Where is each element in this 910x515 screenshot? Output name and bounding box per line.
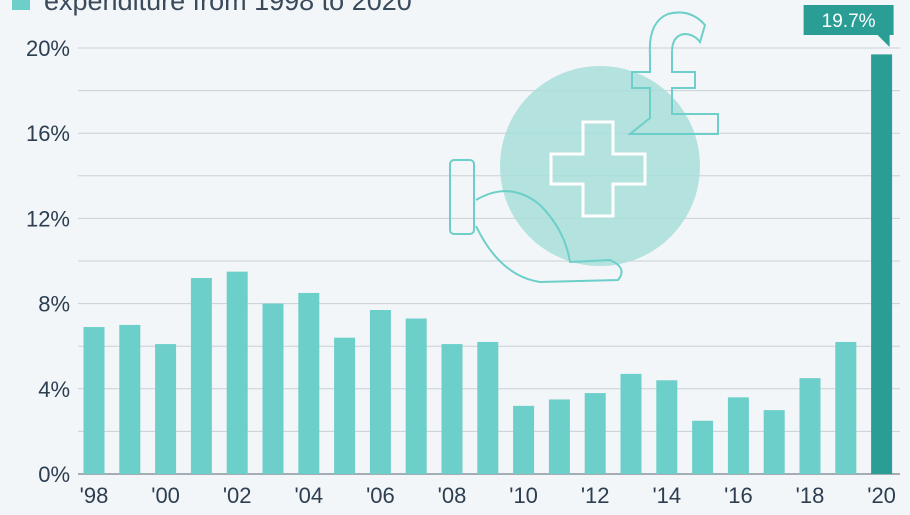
bar-2019 (835, 341, 857, 474)
x-tick-label: '04 (294, 483, 323, 508)
bar-2004 (298, 292, 320, 474)
legend-label: expenditure from 1998 to 2020 (44, 0, 412, 16)
bar-2005 (334, 337, 356, 474)
x-tick-label: '18 (796, 483, 825, 508)
bar-2020 (871, 54, 893, 474)
bar-2014 (656, 380, 678, 474)
bar-2013 (620, 373, 642, 474)
x-tick-label: '12 (581, 483, 610, 508)
bar-2017 (763, 410, 785, 474)
bar-2011 (548, 399, 570, 474)
value-callout: 19.7% (803, 5, 894, 47)
callout-label: 19.7% (822, 11, 876, 32)
callout-pointer (877, 35, 890, 47)
y-tick-label: 16% (26, 121, 70, 146)
bar-2001 (190, 278, 212, 474)
bar-1999 (119, 324, 141, 474)
bar-2009 (477, 341, 499, 474)
x-tick-label: '20 (867, 483, 896, 508)
legend: expenditure from 1998 to 2020 (12, 0, 412, 16)
x-axis-labels: '98 '00 '02 '04 '06 '08 '10 '12 '14 '16 '18 '20 (80, 483, 896, 508)
medical-cross-icon (549, 120, 647, 218)
y-axis-labels: 0% 4% 8% 12% 16% 20% (26, 36, 70, 487)
pound-sign-icon (627, 11, 719, 135)
x-tick-label: '14 (652, 483, 681, 508)
bar-2003 (262, 303, 284, 474)
x-tick-label: '08 (438, 483, 467, 508)
bar-2010 (513, 405, 535, 474)
x-tick-label: '02 (223, 483, 252, 508)
y-tick-label: 4% (38, 377, 70, 402)
y-tick-label: 12% (26, 206, 70, 231)
y-tick-label: 0% (38, 462, 70, 487)
healthcare-illustration (449, 11, 719, 284)
bar-2008 (441, 344, 463, 474)
x-tick-label: '06 (366, 483, 395, 508)
bar-2002 (226, 271, 248, 474)
y-tick-label: 20% (26, 36, 70, 61)
bar-1998 (83, 327, 105, 474)
legend-swatch (12, 0, 30, 10)
illustration-circle (500, 66, 700, 266)
x-tick-label: '16 (724, 483, 753, 508)
bar-2006 (369, 309, 391, 474)
hand-icon (449, 159, 623, 284)
x-tick-label: '98 (80, 483, 109, 508)
bar-2000 (155, 344, 177, 474)
x-tick-label: '10 (509, 483, 538, 508)
bar-2012 (584, 393, 606, 474)
callout-box (803, 5, 894, 35)
bar-2018 (799, 378, 821, 474)
bar-2015 (692, 420, 714, 474)
x-tick-label: '00 (151, 483, 180, 508)
bars (83, 54, 893, 474)
bar-2016 (727, 397, 749, 474)
bar-2007 (405, 318, 427, 474)
y-tick-label: 8% (38, 292, 70, 317)
